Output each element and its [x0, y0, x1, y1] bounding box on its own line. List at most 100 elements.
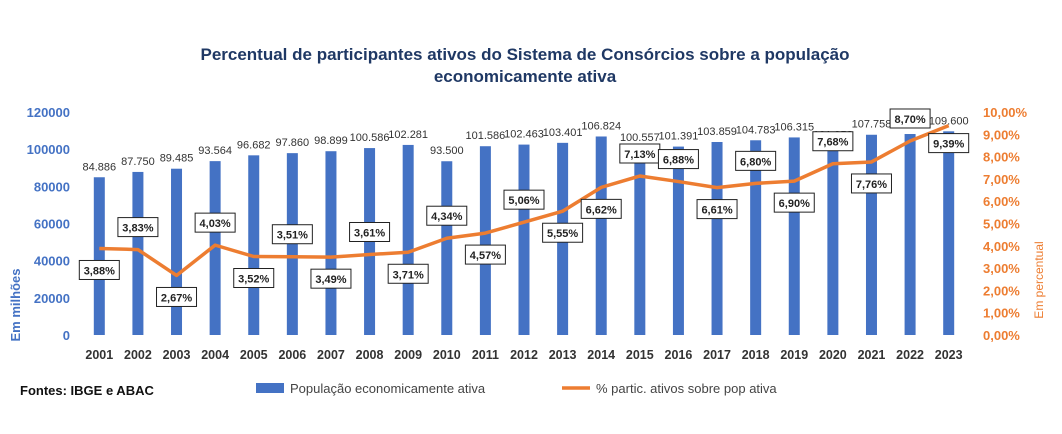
- pct-value-label: 2,67%: [161, 292, 192, 304]
- pct-value-label: 3,88%: [84, 265, 115, 277]
- pct-value-label: 3,83%: [122, 223, 153, 235]
- x-tick-label: 2020: [819, 348, 847, 362]
- pct-value-label: 6,88%: [663, 155, 694, 167]
- bar: [132, 171, 144, 335]
- series-line: [99, 123, 950, 278]
- x-tick-label: 2003: [163, 348, 191, 362]
- bar-value-label: 101.586: [466, 130, 506, 142]
- pct-value-label: 7,68%: [817, 137, 848, 149]
- y-right-tick-label: 6,00%: [983, 194, 1020, 209]
- pct-label-box: [580, 198, 622, 219]
- y-right-tick-label: 7,00%: [983, 172, 1020, 187]
- x-tick-label: 2005: [240, 348, 268, 362]
- bar-value-label: 96.682: [237, 139, 271, 151]
- bar-value-label: 100.557: [620, 132, 660, 144]
- bar: [402, 144, 414, 335]
- bar: [827, 145, 839, 335]
- y-right-tick-label: 3,00%: [983, 261, 1020, 276]
- pct-label-box: [387, 263, 429, 284]
- bar-value-label: 106.824: [581, 120, 621, 132]
- pct-label-box: [503, 189, 545, 210]
- pct-label-box: [310, 268, 352, 289]
- y-left-tick-label: 20000: [34, 291, 70, 306]
- x-tick-label: 2016: [665, 348, 693, 362]
- bar: [943, 131, 955, 335]
- pct-value-label: 3,61%: [354, 227, 385, 239]
- bar-value-label: 109.600: [929, 115, 969, 127]
- x-tick-label: 2008: [356, 348, 384, 362]
- chart-title-line-1: Percentual de participantes ativos do Si…: [200, 45, 849, 64]
- x-tick-label: 2004: [201, 348, 229, 362]
- bar: [634, 148, 646, 335]
- bar-value-label: 102.281: [388, 129, 428, 141]
- bar-value-label: 87.750: [121, 156, 155, 168]
- plot-area: 0 20000 40000 60000 80000 100000 120000 0,00% 1,…: [27, 105, 1028, 362]
- y-right-tick-label: 4,00%: [983, 239, 1020, 254]
- legend: População economicamente ativa % partic.…: [256, 381, 777, 396]
- x-tick-label: 2017: [703, 348, 731, 362]
- pct-value-label: 8,70%: [894, 114, 925, 126]
- pct-value-label: 6,62%: [586, 204, 617, 216]
- bar: [441, 161, 453, 335]
- pct-value-label: 6,90%: [779, 198, 810, 210]
- bar: [209, 161, 221, 335]
- pct-value-label: 4,03%: [200, 218, 231, 230]
- pct-label-box: [928, 133, 970, 154]
- x-tick-label: 2014: [587, 348, 615, 362]
- y-right-tick-label: 8,00%: [983, 150, 1020, 165]
- y-left-tick-label: 80000: [34, 179, 70, 194]
- pct-value-label: 7,13%: [624, 149, 655, 161]
- pct-label-box: [194, 212, 236, 233]
- bar-value-label: 84.886: [82, 161, 116, 173]
- bar: [750, 140, 762, 335]
- bar-value-label: 100.586: [350, 132, 390, 144]
- bar: [518, 144, 530, 335]
- bar: [93, 177, 105, 335]
- x-tick-label: 2010: [433, 348, 461, 362]
- bar: [595, 136, 607, 335]
- legend-bar-label: População economicamente ativa: [290, 381, 486, 396]
- x-tick-label: 2019: [780, 348, 808, 362]
- x-tick-label: 2007: [317, 348, 345, 362]
- y-axis-right-title: Em percentual: [1032, 241, 1046, 318]
- pct-value-label: 3,49%: [315, 274, 346, 286]
- y-right-tick-label: 1,00%: [983, 306, 1020, 321]
- legend-bar-swatch: [256, 383, 284, 393]
- pct-label-box: [889, 108, 931, 129]
- pct-value-label: 3,52%: [238, 274, 269, 286]
- bar-value-label: 103.859: [697, 126, 737, 138]
- x-tick-label: 2012: [510, 348, 538, 362]
- pct-label-box: [735, 150, 777, 171]
- bar-value-label: 98.899: [314, 135, 348, 147]
- y-right-tick-label: 0,00%: [983, 328, 1020, 343]
- x-tick-label: 2011: [472, 348, 499, 362]
- x-tick-label: 2001: [85, 348, 113, 362]
- y-right-tick-label: 9,00%: [983, 127, 1020, 142]
- pct-value-label: 3,51%: [277, 230, 308, 242]
- bar: [711, 141, 723, 335]
- y-right-tick-label: 10,00%: [983, 105, 1028, 120]
- bar-value-label: 89.485: [160, 153, 194, 165]
- y-left-tick-label: 40000: [34, 254, 70, 269]
- x-tick-label: 2021: [858, 348, 886, 362]
- x-tick-label: 2015: [626, 348, 654, 362]
- y-axis-left-title: Em milhões: [8, 269, 23, 342]
- x-tick-label: 2023: [935, 348, 963, 362]
- chart-title-line-2: economicamente ativa: [434, 67, 617, 86]
- pct-label-box: [117, 217, 159, 238]
- bar-value-label: 103.401: [543, 127, 583, 139]
- y-left-tick-label: 100000: [27, 142, 70, 157]
- pct-label-box: [271, 224, 313, 245]
- y-left-tick-label: 120000: [27, 105, 70, 120]
- x-tick-label: 2013: [549, 348, 577, 362]
- x-tick-label: 2022: [896, 348, 924, 362]
- bar-value-label: 106.315: [774, 121, 814, 133]
- bar-value-label: 107.758: [852, 119, 892, 131]
- bar: [479, 146, 491, 335]
- bar: [171, 168, 183, 335]
- pct-label-box: [464, 244, 506, 265]
- pct-value-label: 4,34%: [431, 211, 462, 223]
- y-left-tick-label: 0: [63, 328, 70, 343]
- x-tick-label: 2006: [278, 348, 306, 362]
- pct-value-label: 9,39%: [933, 139, 964, 151]
